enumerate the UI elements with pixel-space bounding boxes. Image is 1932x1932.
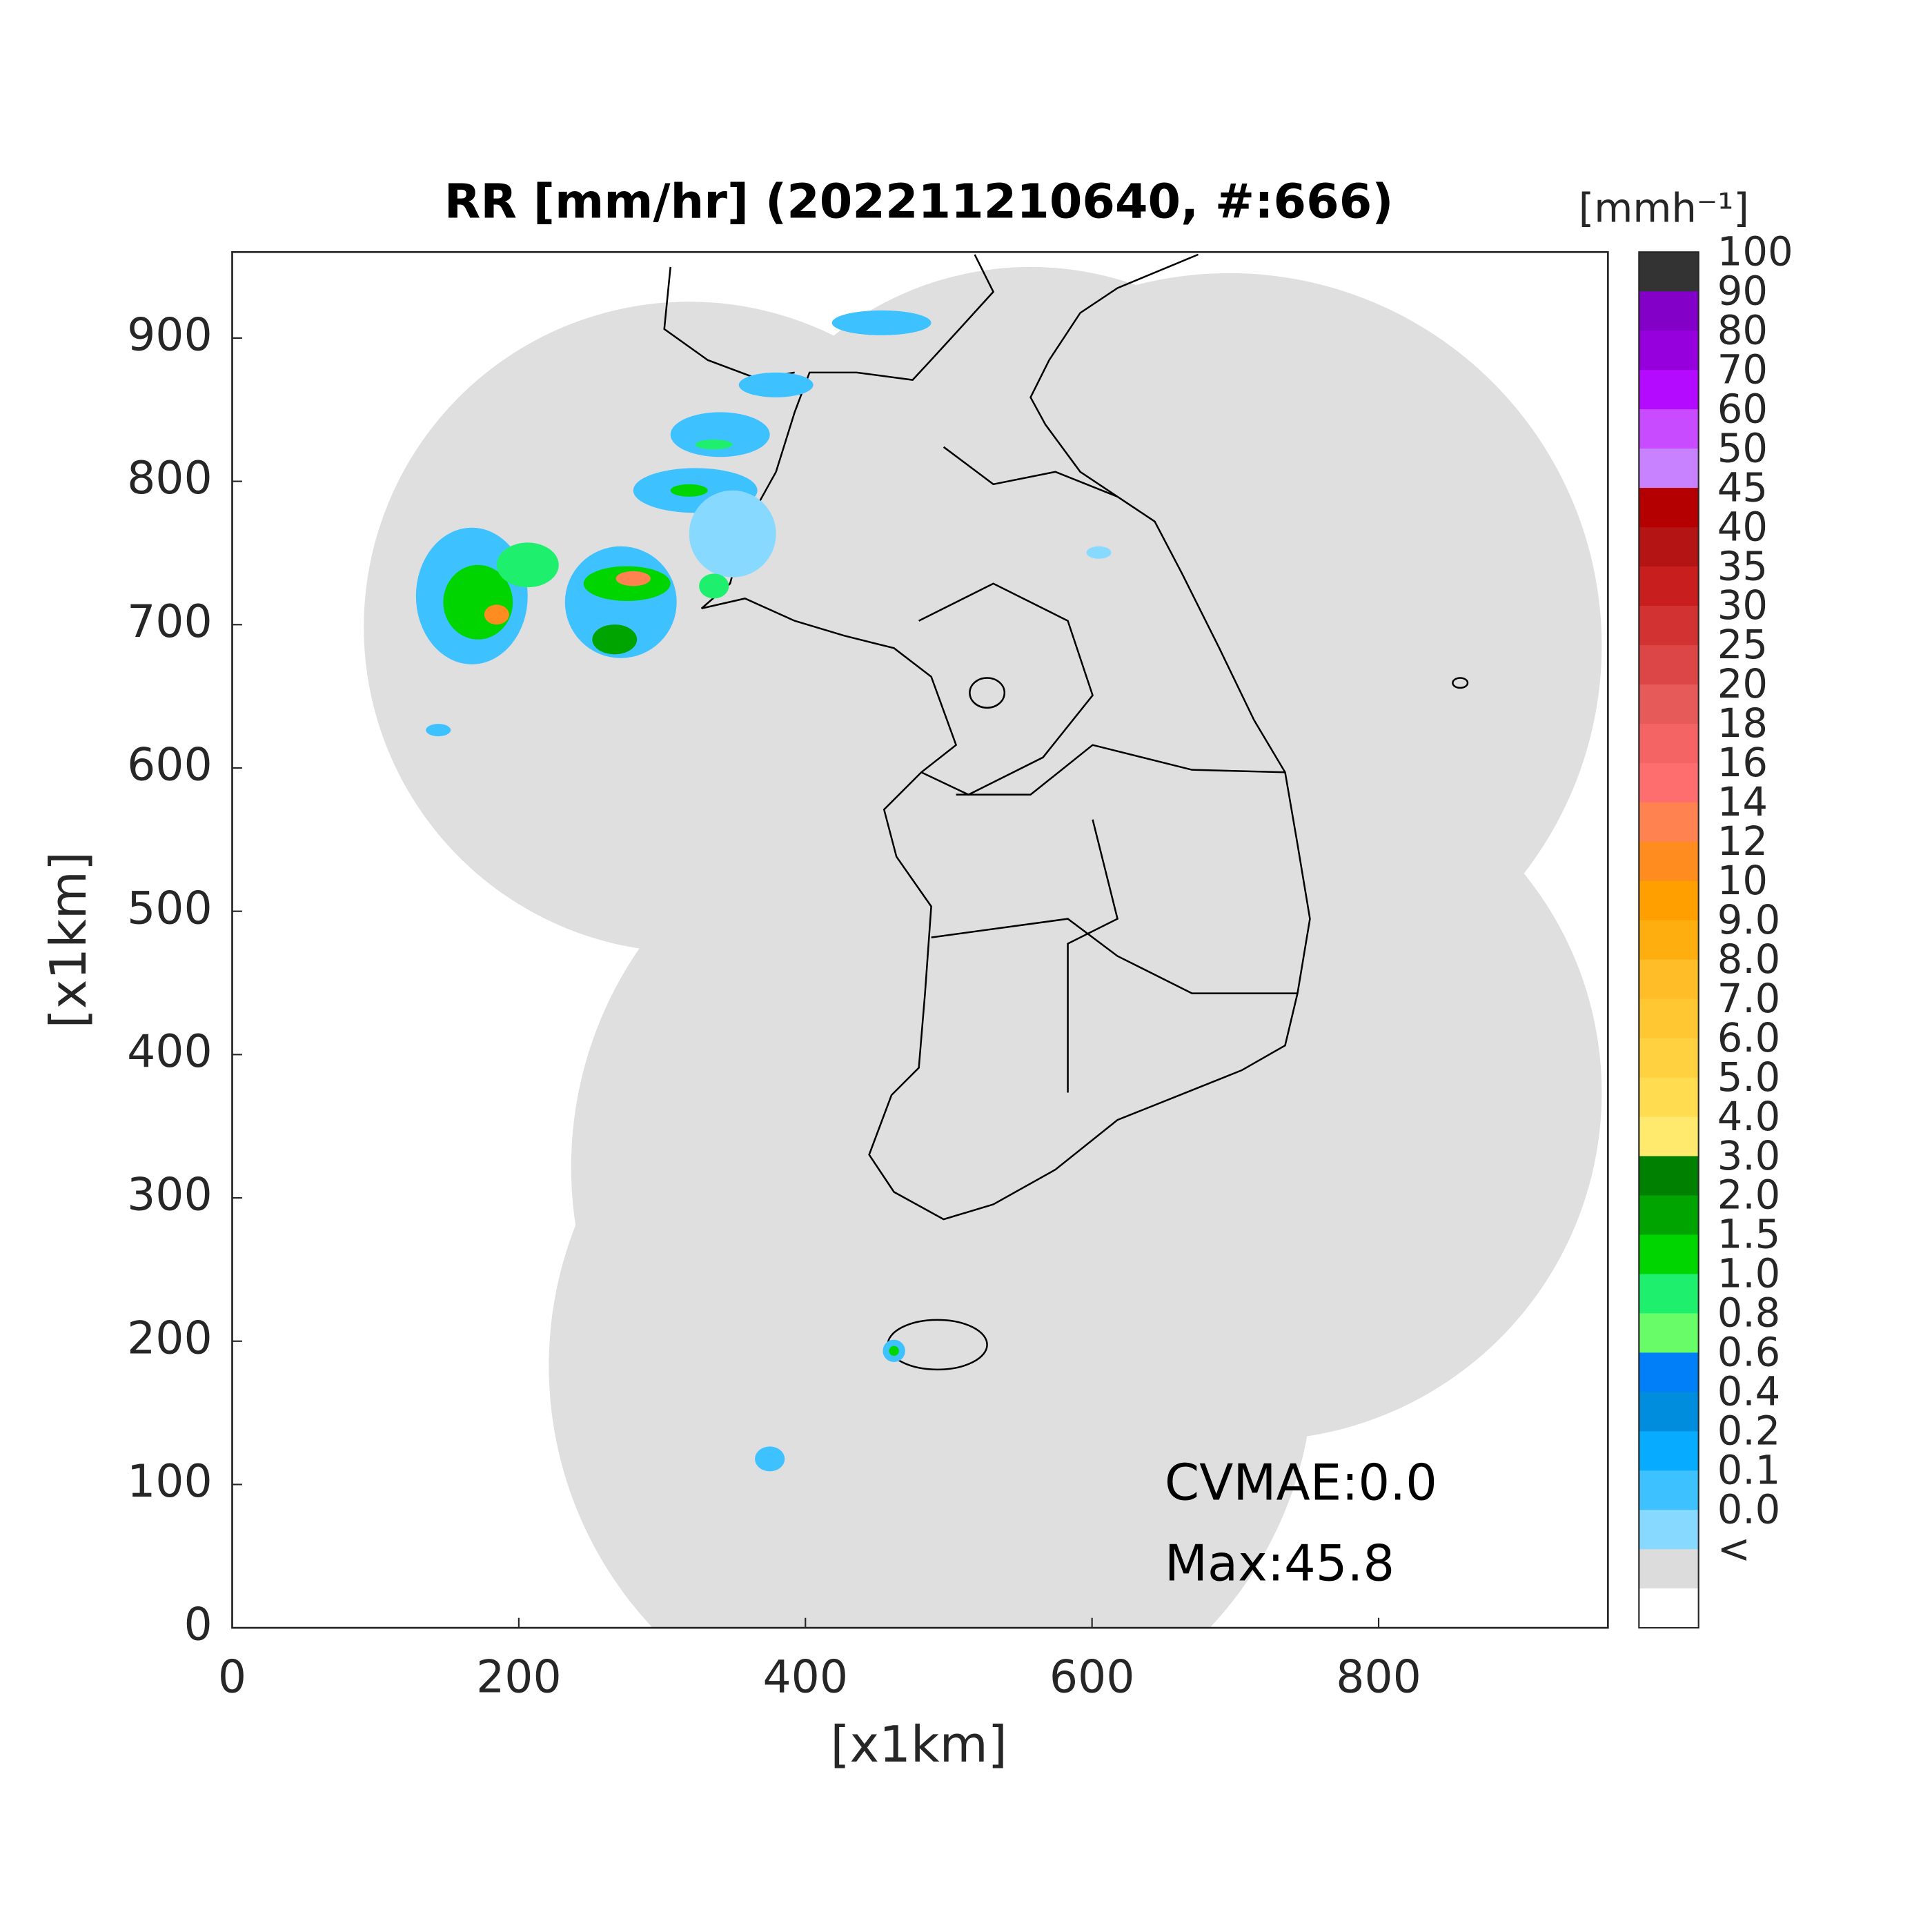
y-tick-label: 100 <box>127 1456 213 1508</box>
colorbar-label: 70 <box>1717 346 1768 393</box>
colorbar-label: 14 <box>1717 779 1768 825</box>
y-tick-label: 0 <box>184 1599 212 1651</box>
annotation: Max:45.8 <box>1165 1534 1394 1592</box>
colorbar-swatch <box>1639 1588 1699 1629</box>
colorbar-swatch <box>1639 252 1699 293</box>
colorbar-label: 2.0 <box>1717 1172 1781 1219</box>
colorbar-label: 18 <box>1717 700 1768 747</box>
colorbar-swatch <box>1639 527 1699 567</box>
y-tick-label: 600 <box>127 740 213 791</box>
colorbar-label: 16 <box>1717 740 1768 786</box>
colorbar-swatch <box>1639 1038 1699 1078</box>
colorbar-label: 80 <box>1717 307 1768 353</box>
colorbar-swatch <box>1639 1116 1699 1157</box>
colorbar-swatch <box>1639 841 1699 882</box>
colorbar-label: 8.0 <box>1717 936 1781 983</box>
colorbar-swatch <box>1639 1549 1699 1590</box>
colorbar-label: 25 <box>1717 622 1768 668</box>
colorbar-label: 3.0 <box>1717 1133 1781 1179</box>
colorbar-swatch <box>1639 880 1699 921</box>
colorbar-frame <box>1638 251 1699 1629</box>
colorbar-label: 5.0 <box>1717 1054 1781 1101</box>
colorbar-label: 4.0 <box>1717 1094 1781 1140</box>
x-axis-label: [x1km] <box>830 1715 1007 1773</box>
x-tick-label: 800 <box>1336 1651 1421 1703</box>
colorbar-swatch <box>1639 762 1699 803</box>
x-tick-label: 0 <box>218 1651 246 1703</box>
colorbar-label: 0.8 <box>1717 1290 1781 1337</box>
colorbar-swatch <box>1639 1313 1699 1354</box>
colorbar-swatch <box>1639 959 1699 1000</box>
y-axis-label: [x1km] <box>39 851 97 1028</box>
x-tick-label: 400 <box>762 1651 848 1703</box>
colorbar-swatch <box>1639 684 1699 724</box>
y-tick-label: 700 <box>127 596 213 648</box>
colorbar-swatch <box>1639 370 1699 411</box>
x-tick-label: 200 <box>476 1651 562 1703</box>
colorbar-swatch <box>1639 1156 1699 1196</box>
colorbar-label: 12 <box>1717 818 1768 865</box>
colorbar-swatch <box>1639 644 1699 685</box>
colorbar-label: 10 <box>1717 858 1768 904</box>
colorbar-swatch <box>1639 1352 1699 1393</box>
colorbar-swatch <box>1639 723 1699 764</box>
y-tick-label: 300 <box>127 1170 213 1221</box>
colorbar-swatch <box>1639 802 1699 842</box>
colorbar-label: 0.6 <box>1717 1330 1781 1376</box>
colorbar-swatch <box>1639 920 1699 960</box>
y-tick-label: 900 <box>127 309 213 361</box>
colorbar-label: 50 <box>1717 425 1768 471</box>
y-tick-label: 200 <box>127 1312 213 1364</box>
colorbar-label: 60 <box>1717 386 1768 432</box>
annotation: CVMAE:0.0 <box>1165 1454 1437 1512</box>
colorbar-unit: [mmh⁻¹] <box>1579 186 1749 232</box>
colorbar-label: 20 <box>1717 661 1768 707</box>
x-tick-label: 600 <box>1049 1651 1135 1703</box>
rain-echoes <box>415 310 1112 1472</box>
colorbar-label: 0.1 <box>1717 1447 1781 1493</box>
radar-map <box>364 253 1602 1628</box>
colorbar-label: 90 <box>1717 268 1768 314</box>
y-tick-label: 500 <box>127 883 213 934</box>
colorbar-swatch <box>1639 566 1699 607</box>
colorbar-swatch <box>1639 1077 1699 1118</box>
colorbar-swatch <box>1639 331 1699 371</box>
colorbar-label: 9.0 <box>1717 897 1781 943</box>
colorbar-swatch <box>1639 1274 1699 1314</box>
radar-coverage <box>364 266 1602 1628</box>
colorbar-swatch <box>1639 1510 1699 1550</box>
chart-title: RR [mm/hr] (202211210640, #:666) <box>444 175 1394 229</box>
y-tick-label: 400 <box>127 1026 213 1078</box>
colorbar-label: 0.2 <box>1717 1408 1781 1455</box>
colorbar-label: 100 <box>1717 229 1793 275</box>
colorbar-label: 30 <box>1717 582 1768 629</box>
colorbar-label: 45 <box>1717 464 1768 511</box>
colorbar-label: 40 <box>1717 504 1768 550</box>
colorbar-swatch <box>1639 1470 1699 1511</box>
colorbar-swatch <box>1639 488 1699 528</box>
colorbar-swatch <box>1639 409 1699 450</box>
colorbar-swatch <box>1639 448 1699 489</box>
colorbar-label: 6.0 <box>1717 1015 1781 1061</box>
colorbar-label: 35 <box>1717 543 1768 589</box>
colorbar-label: 1.0 <box>1717 1251 1781 1297</box>
colorbar-swatch <box>1639 605 1699 646</box>
y-tick-label: 800 <box>127 453 213 504</box>
colorbar-swatch <box>1639 1195 1699 1236</box>
plot-frame <box>231 250 1609 1629</box>
colorbar-label: 1.5 <box>1717 1212 1781 1258</box>
colorbar-label: 0.0 <box>1717 1486 1781 1532</box>
colorbar-label: 7.0 <box>1717 976 1781 1022</box>
colorbar-swatch <box>1639 998 1699 1039</box>
colorbar-swatch <box>1639 1431 1699 1472</box>
colorbar-swatch <box>1639 291 1699 332</box>
colorbar-swatch <box>1639 1234 1699 1275</box>
colorbar-label: 0.4 <box>1717 1369 1781 1415</box>
colorbar-label: < <box>1717 1526 1751 1572</box>
colorbar-swatch <box>1639 1392 1699 1432</box>
